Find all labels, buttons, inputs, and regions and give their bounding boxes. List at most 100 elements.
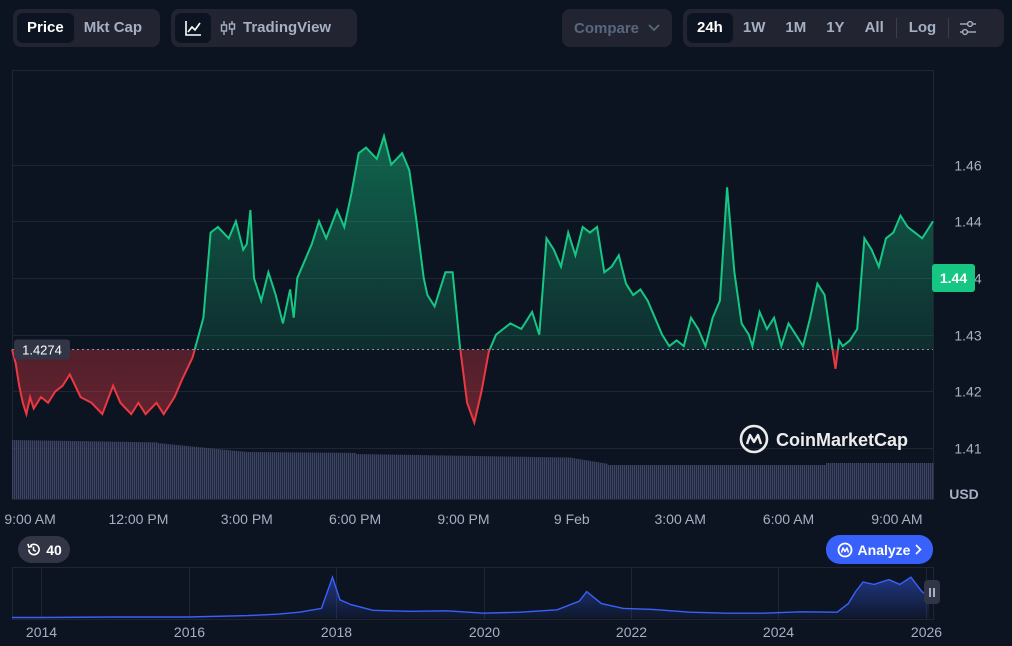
volume-bar bbox=[498, 456, 500, 499]
volume-bar bbox=[602, 463, 604, 499]
volume-bar bbox=[402, 454, 404, 499]
volume-bar bbox=[134, 442, 136, 499]
navigator-handle[interactable] bbox=[924, 580, 940, 604]
volume-bar bbox=[182, 445, 184, 499]
volume-bar bbox=[60, 440, 62, 499]
analyze-button[interactable]: Analyze bbox=[826, 535, 933, 564]
volume-bar bbox=[702, 465, 704, 499]
volume-bar bbox=[386, 454, 388, 499]
volume-bar bbox=[126, 441, 128, 499]
volume-bar bbox=[416, 455, 418, 499]
coinmarketcap-watermark: CoinMarketCap bbox=[739, 424, 908, 454]
chart-mode-toggle: Price Mkt Cap bbox=[13, 9, 160, 47]
volume-bar bbox=[464, 455, 466, 499]
range-1w[interactable]: 1W bbox=[742, 19, 766, 36]
volume-bar bbox=[706, 465, 708, 499]
volume-bar bbox=[448, 455, 450, 499]
range-1m[interactable]: 1M bbox=[785, 19, 807, 36]
volume-bar bbox=[336, 452, 338, 499]
volume-bar bbox=[452, 455, 454, 499]
volume-bar bbox=[494, 456, 496, 499]
volume-bar bbox=[196, 446, 198, 499]
volume-bar bbox=[536, 457, 538, 499]
volume-bar bbox=[578, 459, 580, 499]
volume-bar bbox=[628, 465, 630, 499]
volume-bar bbox=[674, 465, 676, 499]
volume-bar bbox=[690, 465, 692, 499]
volume-bar bbox=[636, 465, 638, 499]
volume-bar bbox=[26, 440, 28, 499]
volume-bar bbox=[374, 454, 376, 499]
tradingview-label: TradingView bbox=[243, 19, 332, 36]
volume-bar bbox=[792, 465, 794, 499]
volume-bar bbox=[216, 448, 218, 499]
volume-bar bbox=[152, 442, 154, 499]
volume-bar bbox=[828, 463, 830, 499]
volume-bar bbox=[192, 446, 194, 499]
volume-bar bbox=[68, 440, 70, 499]
volume-bar bbox=[24, 440, 26, 499]
volume-bar bbox=[188, 446, 190, 499]
volume-bar bbox=[802, 465, 804, 499]
volume-bar bbox=[76, 441, 78, 499]
log-scale-button[interactable]: Log bbox=[908, 19, 937, 36]
volume-bar bbox=[642, 465, 644, 499]
volume-bar bbox=[598, 462, 600, 499]
mkt-cap-tab[interactable]: Mkt Cap bbox=[83, 19, 143, 36]
line-chart-button[interactable] bbox=[175, 13, 211, 43]
volume-bar bbox=[750, 465, 752, 499]
year-tick-label: 2018 bbox=[321, 624, 352, 640]
volume-bar bbox=[508, 456, 510, 499]
volume-bar bbox=[874, 463, 876, 499]
volume-bar bbox=[496, 456, 498, 499]
volume-bar bbox=[160, 443, 162, 499]
volume-bar bbox=[352, 452, 354, 499]
volume-bar bbox=[22, 440, 24, 499]
volume-bar bbox=[914, 463, 916, 499]
volume-bar bbox=[526, 456, 528, 499]
volume-bar bbox=[66, 440, 68, 499]
volume-bar bbox=[436, 455, 438, 499]
volume-bar bbox=[138, 442, 140, 499]
volume-bar bbox=[912, 463, 914, 499]
volume-bar bbox=[584, 460, 586, 499]
history-count: 40 bbox=[46, 541, 62, 558]
volume-bar bbox=[728, 465, 730, 499]
volume-bar bbox=[222, 449, 224, 499]
volume-bar bbox=[226, 449, 228, 499]
volume-bar bbox=[846, 463, 848, 499]
navigator-line[interactable] bbox=[12, 575, 930, 619]
history-badge[interactable]: 40 bbox=[18, 536, 70, 563]
volume-bar bbox=[576, 458, 578, 499]
volume-bar bbox=[488, 456, 490, 499]
volume-bar bbox=[58, 440, 60, 499]
volume-bar bbox=[922, 463, 924, 499]
volume-bar bbox=[320, 452, 322, 499]
price-tab[interactable]: Price bbox=[17, 13, 74, 43]
volume-bar bbox=[278, 452, 280, 499]
volume-bar bbox=[446, 455, 448, 499]
volume-bar bbox=[768, 465, 770, 499]
volume-bar bbox=[184, 445, 186, 499]
price-area-up bbox=[194, 136, 933, 350]
volume-bar bbox=[136, 442, 138, 499]
volume-bar bbox=[306, 452, 308, 499]
range-24h[interactable]: 24h bbox=[687, 13, 733, 43]
volume-bar bbox=[354, 452, 356, 499]
range-all[interactable]: All bbox=[864, 19, 884, 36]
volume-bar bbox=[396, 454, 398, 499]
range-1y[interactable]: 1Y bbox=[826, 19, 845, 36]
volume-bar bbox=[52, 440, 54, 499]
tradingview-button[interactable]: TradingView bbox=[211, 13, 339, 43]
compare-dropdown[interactable]: Compare bbox=[562, 9, 672, 47]
volume-bar bbox=[648, 465, 650, 499]
volume-bar bbox=[304, 452, 306, 499]
volume-bar bbox=[472, 455, 474, 499]
chart-settings-button[interactable] bbox=[951, 13, 985, 43]
volume-bar bbox=[400, 454, 402, 499]
navigator-year-ticks: 2014 2016 2018 2020 2022 2024 2026 bbox=[26, 624, 942, 640]
volume-bar bbox=[358, 454, 360, 499]
volume-bar bbox=[450, 455, 452, 499]
volume-bar bbox=[356, 454, 358, 499]
